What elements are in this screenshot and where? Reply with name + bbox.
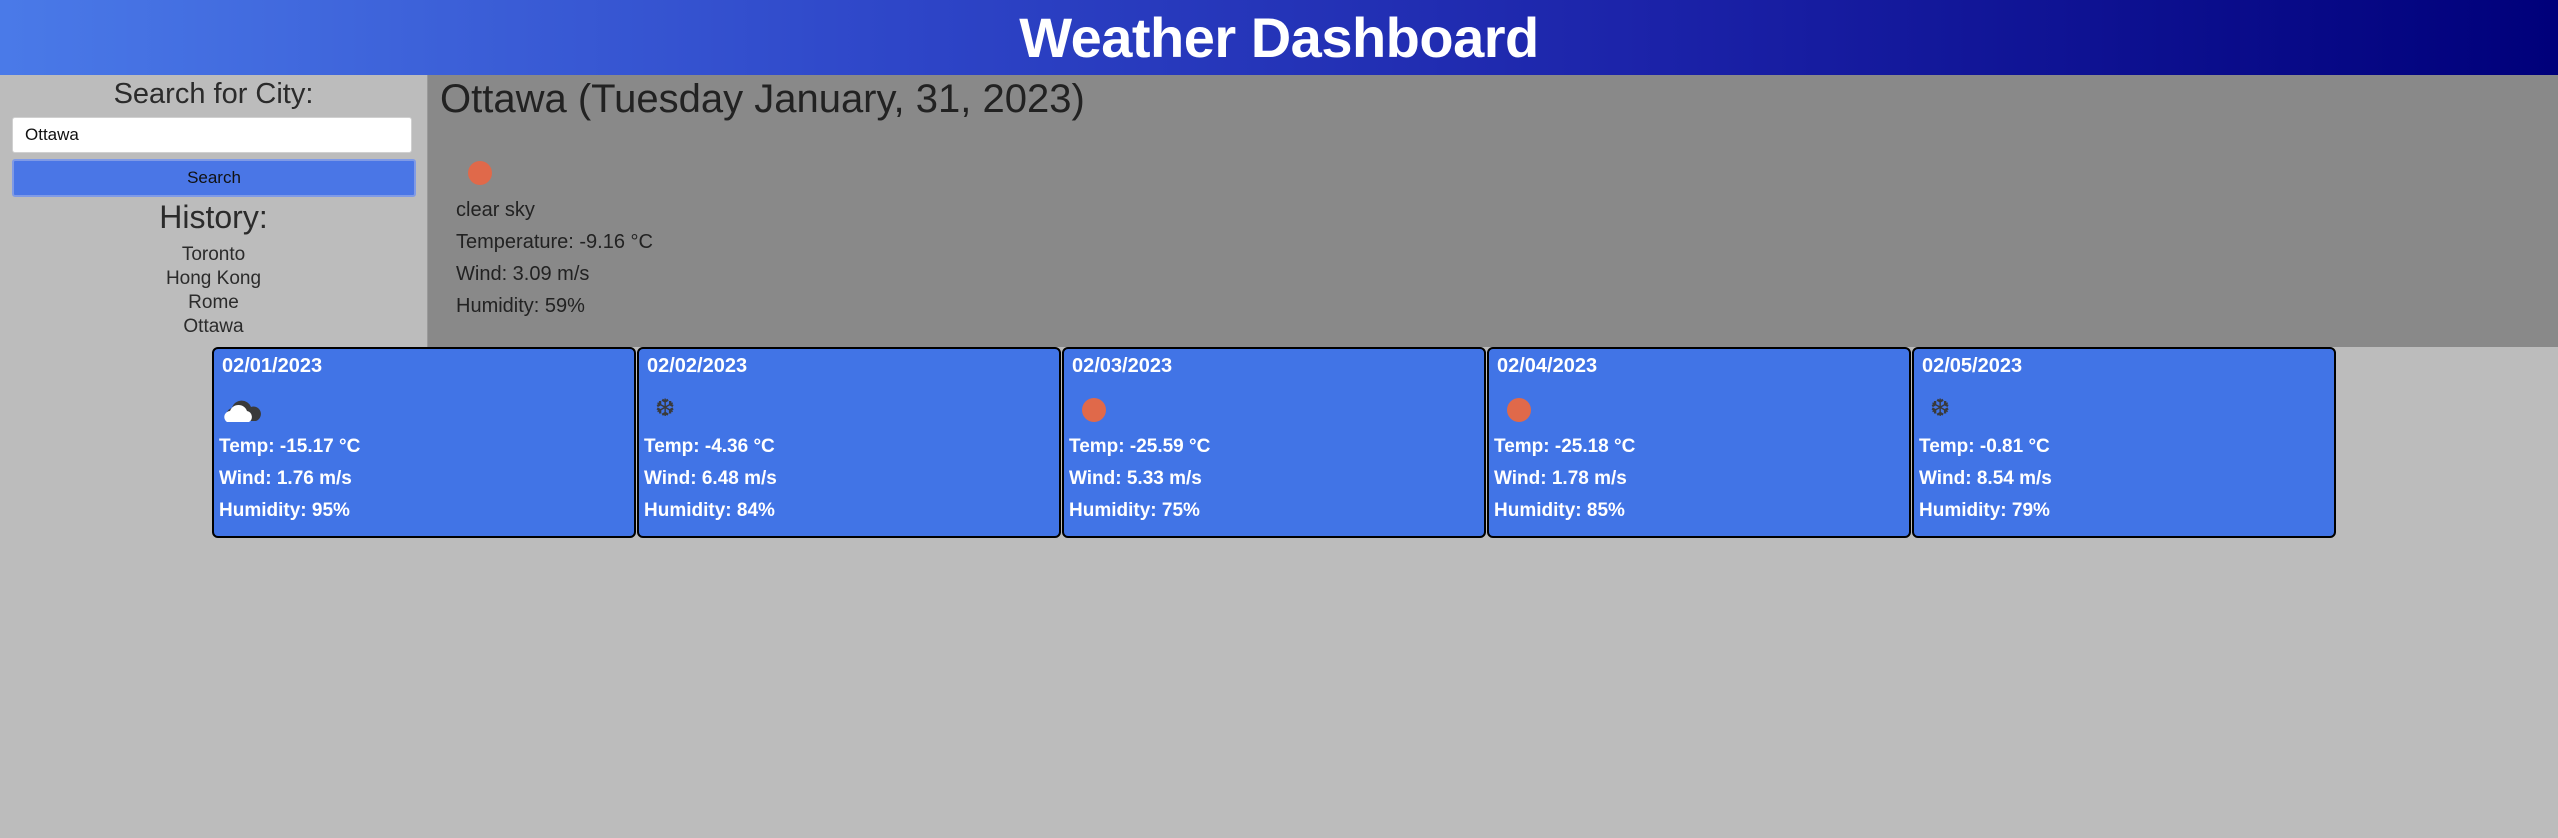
header-bar: Weather Dashboard — [0, 0, 2558, 75]
forecast-humidity: Humidity: 84% — [644, 500, 775, 521]
search-label: Search for City: — [113, 78, 314, 110]
forecast-temp: Temp: -0.81 °C — [1919, 436, 2050, 457]
forecast-date: 02/03/2023 — [1072, 355, 1173, 377]
cloud-icon — [224, 400, 261, 422]
history-list: Toronto Hong Kong Rome Ottawa — [0, 243, 427, 339]
history-item[interactable]: Ottawa — [183, 316, 244, 337]
history-item[interactable]: Rome — [188, 292, 239, 313]
history-title: History: — [159, 199, 268, 235]
forecast-wind: Wind: 1.78 m/s — [1494, 468, 1627, 489]
search-sidebar: Search for City: Search History: Toronto… — [0, 75, 427, 347]
current-wind: Wind: 3.09 m/s — [456, 263, 590, 285]
forecast-card: 02/01/2023 Temp: -15.17 °C Wind: 1.76 m/… — [212, 347, 636, 538]
history-item[interactable]: Toronto — [181, 244, 246, 265]
forecast-row: 02/01/2023 Temp: -15.17 °C Wind: 1.76 m/… — [212, 347, 2336, 539]
forecast-humidity: Humidity: 95% — [219, 500, 350, 521]
forecast-card: 02/02/2023 ❆ Temp: -4.36 °C Wind: 6.48 m… — [637, 347, 1061, 538]
forecast-date: 02/02/2023 — [647, 355, 748, 377]
forecast-card: 02/04/2023 Temp: -25.18 °C Wind: 1.78 m/… — [1487, 347, 1911, 538]
forecast-wind: Wind: 8.54 m/s — [1919, 468, 2052, 489]
forecast-date: 02/05/2023 — [1922, 355, 2023, 377]
current-temperature: Temperature: -9.16 °C — [456, 231, 653, 253]
current-humidity: Humidity: 59% — [456, 295, 585, 317]
forecast-temp: Temp: -4.36 °C — [644, 436, 775, 457]
forecast-wind: Wind: 5.33 m/s — [1069, 468, 1202, 489]
snow-icon: ❆ — [655, 395, 676, 422]
forecast-wind: Wind: 1.76 m/s — [219, 468, 352, 489]
forecast-temp: Temp: -15.17 °C — [219, 436, 361, 457]
current-city-title: Ottawa (Tuesday January, 31, 2023) — [440, 77, 1085, 121]
search-button[interactable]: Search — [12, 159, 416, 197]
current-description: clear sky — [456, 199, 535, 221]
forecast-card: 02/03/2023 Temp: -25.59 °C Wind: 5.33 m/… — [1062, 347, 1486, 538]
forecast-humidity: Humidity: 75% — [1069, 500, 1200, 521]
forecast-date: 02/01/2023 — [222, 355, 323, 377]
forecast-temp: Temp: -25.59 °C — [1069, 436, 1211, 457]
page-title: Weather Dashboard — [1019, 6, 1539, 69]
history-item[interactable]: Hong Kong — [165, 268, 262, 289]
forecast-wind: Wind: 6.48 m/s — [644, 468, 777, 489]
forecast-humidity: Humidity: 79% — [1919, 500, 2050, 521]
snow-icon: ❆ — [1930, 395, 1951, 422]
sun-icon — [468, 161, 492, 185]
forecast-date: 02/04/2023 — [1497, 355, 1598, 377]
city-search-input[interactable] — [12, 117, 412, 153]
forecast-humidity: Humidity: 85% — [1494, 500, 1625, 521]
forecast-temp: Temp: -25.18 °C — [1494, 436, 1636, 457]
sun-icon — [1082, 398, 1106, 422]
current-weather-panel: Ottawa (Tuesday January, 31, 2023) clear… — [427, 75, 2558, 347]
sun-icon — [1507, 398, 1531, 422]
forecast-card: 02/05/2023 ❆ Temp: -0.81 °C Wind: 8.54 m… — [1912, 347, 2336, 538]
